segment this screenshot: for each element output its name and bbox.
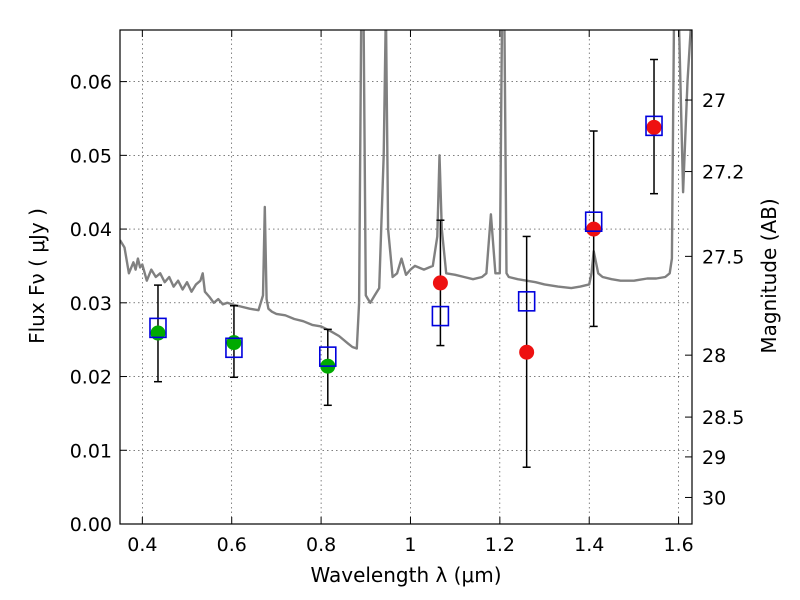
right-tick-label: 27.5 [702,246,744,268]
right-tick-label: 27 [702,90,726,112]
y-tick-label: 0.03 [70,293,112,315]
y-axis-label: Flux Fν ( μJy ) [25,208,49,344]
model-spectrum [120,30,692,350]
circle-marker [646,119,662,135]
right-tick-label: 28.5 [702,407,744,429]
plot-frame [119,29,693,525]
square-marker [149,317,167,339]
x-tick-label: 0.8 [306,534,336,556]
y-tick-label: 0.02 [70,367,112,389]
square-marker [645,115,663,137]
right-tick-label: 27.2 [702,162,744,184]
y-tick-label: 0.01 [70,440,112,462]
x-tick-label: 0.6 [217,534,247,556]
square-marker [225,337,243,359]
x-tick-label: 1.6 [663,534,693,556]
circle-marker [586,221,602,237]
y-tick-label: 0.06 [70,72,112,94]
right-tick-label: 30 [702,487,726,509]
circle-marker [519,344,535,360]
square-marker [517,291,536,312]
x-tick-label: 1 [404,534,416,556]
right-tick-label: 29 [702,447,726,469]
y-tick-label: 0.04 [70,219,112,241]
x-tick-label: 1.2 [485,534,515,556]
spectrum-line [120,30,692,350]
right-tick-label: 28 [702,345,726,367]
circle-marker [226,335,242,351]
square-marker [431,305,450,327]
y-tick-label: 0.05 [70,145,112,167]
data-points [149,58,663,468]
x-tick-label: 1.4 [574,534,604,556]
circle-marker [432,275,448,291]
y-axis-right-label: Magnitude (AB) [757,198,781,353]
x-tick-label: 0.4 [127,534,157,556]
y-tick-label: 0.00 [70,514,112,536]
x-axis-label: Wavelength λ (μm) [310,563,501,587]
circle-marker [150,325,166,341]
square-marker [584,211,603,233]
square-marker [318,346,337,367]
axes: 0.4 0.6 0.8 1 1.2 1.4 1.6 0.00 0.01 0.02 0.03 0.04 0… [70,29,744,556]
